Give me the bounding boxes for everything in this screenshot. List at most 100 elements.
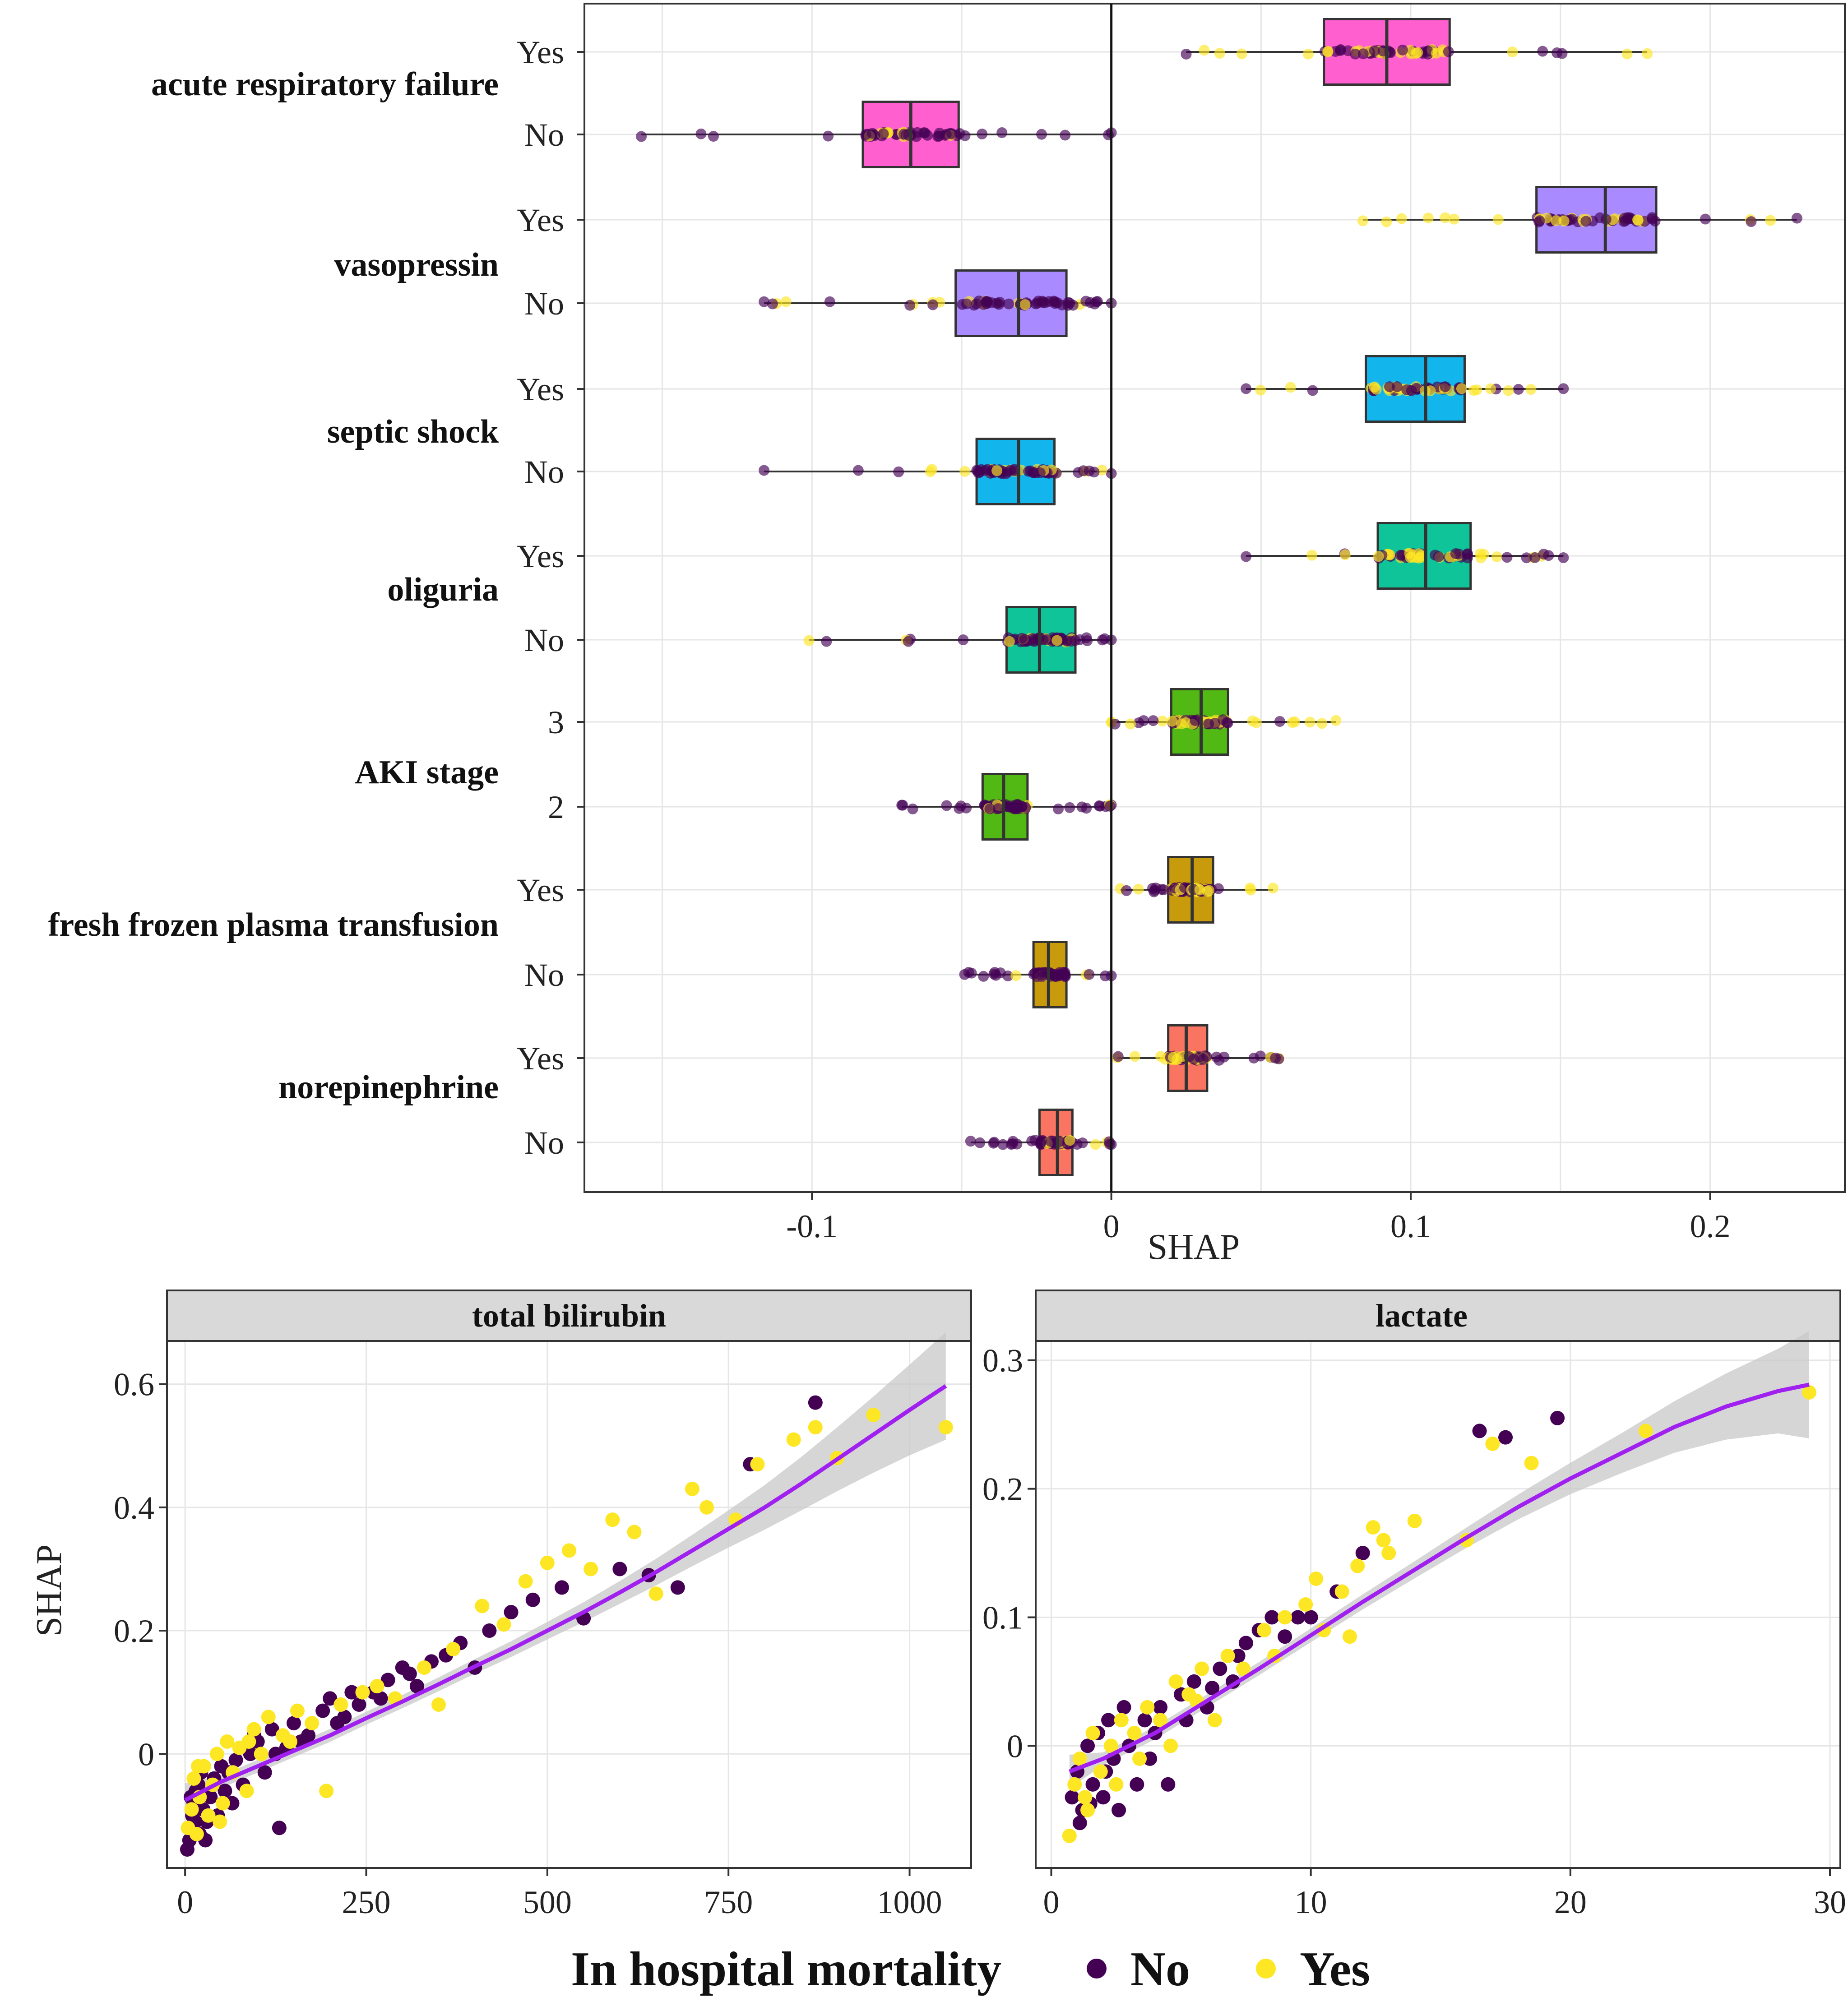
bilirubin-points [180,1395,953,1857]
box-row-oliguria-yes [1241,522,1569,590]
point-no [554,1580,569,1595]
box-point [1028,969,1039,980]
box-row-acute-respiratory-failure-yes [1181,18,1653,86]
point-yes [1278,1610,1292,1625]
point-no [409,1679,424,1694]
box-point [1060,129,1071,141]
box-point [1558,215,1570,227]
box-point [1157,716,1168,727]
box-point [1307,385,1318,396]
point-yes [584,1562,598,1576]
box-point [821,636,832,647]
box-point [1062,300,1074,311]
box-point [1121,885,1132,896]
point-no [1116,1700,1131,1715]
box-point [1621,48,1633,60]
box-point [1274,716,1285,727]
point-yes [938,1420,953,1435]
box-point [1765,215,1776,226]
box-point [1422,46,1433,57]
box-point [1440,212,1451,223]
box-point [984,803,996,814]
point-no [257,1765,272,1780]
lactate-y-tick-label: 0.3 [982,1343,1023,1379]
point-no [344,1685,359,1700]
point-no [1550,1410,1565,1425]
box-point [1214,48,1225,59]
point-yes [239,1784,254,1798]
boxplot-x-tick-label: 0.2 [1690,1208,1730,1244]
box-point [803,635,815,646]
feature-label-vasopressin: vasopressin [334,246,499,283]
box-point [961,298,972,310]
box-point [1099,633,1110,644]
box-point [1322,46,1334,57]
point-yes [355,1685,370,1700]
feature-label-oliguria: oliguria [387,571,499,608]
point-yes [1127,1725,1142,1740]
lactate-confidence-band [1069,1331,1809,1789]
box-point [1011,1138,1023,1150]
level-label: Yes [517,371,564,407]
point-yes [1376,1533,1391,1548]
box-point [1168,1052,1179,1063]
box-point [959,466,971,477]
box-point [1188,1054,1199,1065]
point-no [1085,1777,1100,1792]
box-point [1003,298,1014,310]
level-label: No [524,117,564,153]
box-point [1791,213,1802,224]
point-yes [648,1586,663,1601]
box-point [1218,1051,1230,1063]
box-point [1538,549,1549,560]
level-label: Yes [517,202,564,238]
box-point [1440,381,1451,393]
box-point [1088,467,1100,478]
box-point [1034,467,1046,478]
box-point [1401,384,1413,395]
point-no [1072,1816,1087,1831]
feature-label-fresh-frozen-plasma-transfusion: fresh frozen plasma transfusion [48,906,499,943]
box-point [963,967,974,978]
box-point [1304,717,1315,728]
box-row-aki-stage-3 [1106,688,1342,756]
point-yes [1366,1520,1380,1535]
box-point [1443,46,1454,57]
point-no [1153,1700,1168,1715]
legend-no-label: No [1130,1942,1190,1996]
box-point [1245,884,1256,896]
bilirubin-smooth-line [184,1384,947,1802]
box-point [1534,215,1545,227]
box-row-aki-stage-2 [896,773,1117,841]
box-point [1004,636,1015,647]
legend-no-marker [1087,1959,1107,1979]
boxplot-x-tick-label: 0 [1103,1208,1120,1244]
point-yes [627,1525,642,1539]
total-bilirubin-y-tick-label: 0 [138,1736,154,1772]
box-point [932,131,944,142]
box-point [1580,216,1592,227]
box-point [1035,1137,1046,1149]
box-point [1405,552,1416,563]
point-yes [1140,1700,1155,1715]
point-yes [786,1432,801,1447]
box-point [1199,45,1210,56]
box-point [958,634,969,646]
box-point [636,131,647,142]
box-point [1507,46,1518,58]
box-row-vasopressin-no [759,269,1117,337]
bilirubin-strip-title: total bilirubin [472,1298,666,1334]
box-point [1475,552,1487,564]
box-point [1594,212,1606,223]
box-point [1397,44,1408,55]
box-point [1422,213,1434,224]
box-point [1384,381,1395,393]
box-point [1190,715,1201,726]
legend-title: In hospital mortality [571,1942,1001,1996]
point-yes [184,1802,199,1817]
box-point [823,130,834,142]
point-yes [213,1814,227,1829]
point-no [1472,1424,1487,1438]
box-point [1289,716,1301,727]
box-row-oliguria-no [803,606,1117,674]
